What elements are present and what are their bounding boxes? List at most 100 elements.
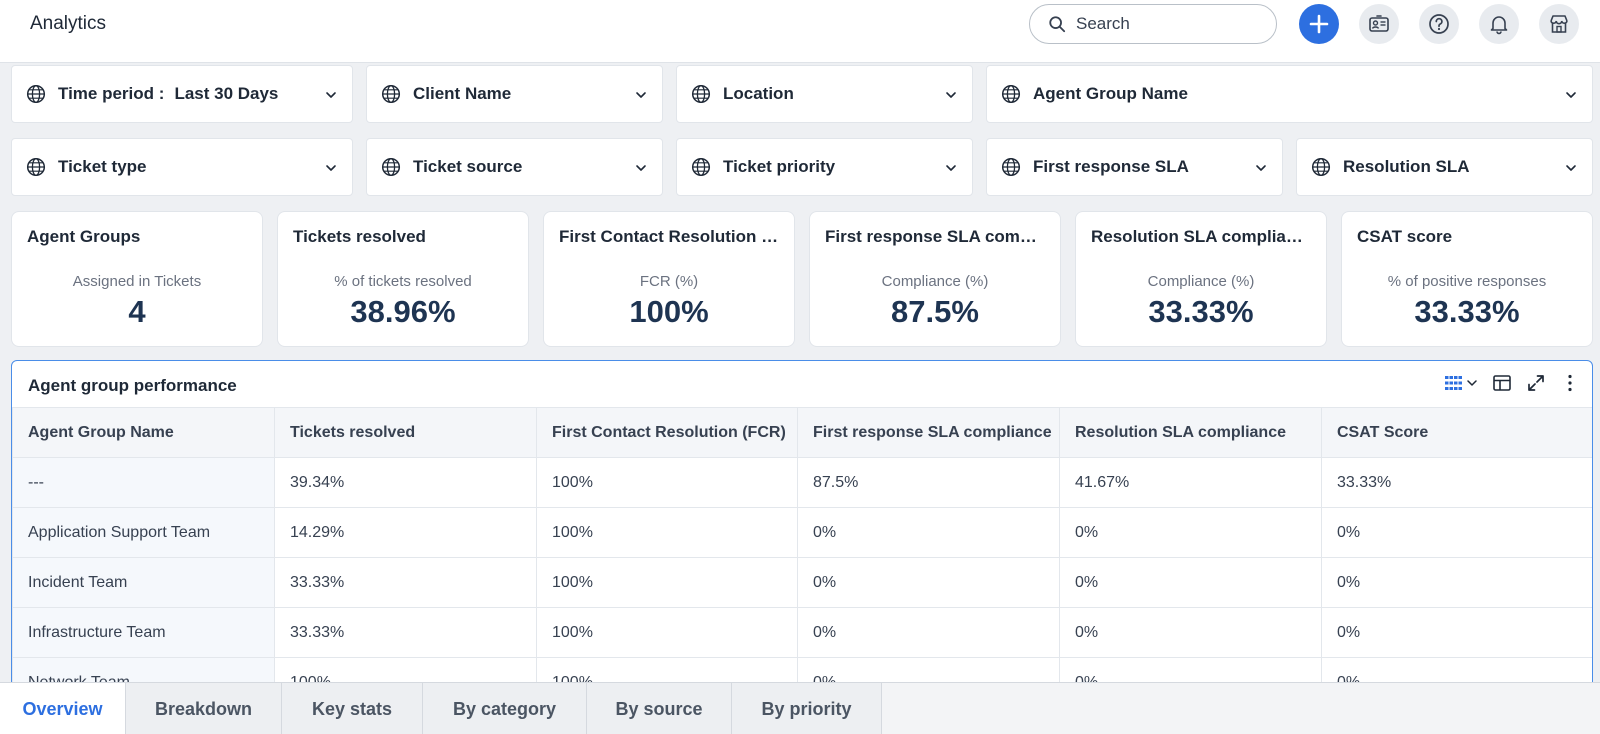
globe-icon xyxy=(691,84,711,104)
kpi-subtitle: FCR (%) xyxy=(639,273,699,290)
column-header[interactable]: CSAT Score xyxy=(1321,407,1592,458)
more-options-icon[interactable] xyxy=(1560,373,1580,393)
filter-client-name[interactable]: Client Name xyxy=(366,65,663,123)
table-cell: 0% xyxy=(1059,557,1322,608)
table-row: Incident Team 33.33% 100% 0% 0% 0% xyxy=(12,557,1592,608)
bell-icon xyxy=(1490,16,1508,35)
kpi-value: 33.33% xyxy=(1148,294,1254,329)
plus-icon xyxy=(1309,14,1329,34)
globe-icon xyxy=(26,84,46,104)
column-header[interactable]: First Contact Resolution (FCR) xyxy=(536,407,798,458)
kpi-subtitle: % of positive responses xyxy=(1387,273,1547,290)
filter-ticket-type[interactable]: Ticket type xyxy=(11,138,353,196)
tab-key-stats[interactable]: Key stats xyxy=(282,683,423,734)
panel-title: Agent group performance xyxy=(28,376,237,395)
kpi-first-contact-resolution: First Contact Resolution (FCR) FCR (%) 1… xyxy=(543,211,795,347)
search-placeholder: Search xyxy=(1076,14,1130,33)
bottom-tab-bar: Overview Breakdown Key stats By category… xyxy=(0,682,1600,734)
tab-by-priority[interactable]: By priority xyxy=(732,683,882,734)
kpi-title: First response SLA compliance xyxy=(825,227,1047,246)
id-card-button[interactable] xyxy=(1359,4,1399,44)
kpi-value: 33.33% xyxy=(1414,294,1520,329)
search-input[interactable]: Search xyxy=(1029,4,1277,44)
chevron-down-icon xyxy=(1467,380,1477,386)
help-button[interactable] xyxy=(1419,4,1459,44)
tab-breakdown[interactable]: Breakdown xyxy=(126,683,282,734)
table-cell: 41.67% xyxy=(1059,457,1322,508)
kpi-value: 4 xyxy=(128,294,146,329)
chevron-down-icon xyxy=(946,92,956,98)
filter-label: Ticket type xyxy=(58,157,147,176)
globe-icon xyxy=(1311,157,1331,177)
table-cell: 0% xyxy=(1059,507,1322,558)
kpi-title: Tickets resolved xyxy=(293,227,426,246)
table-cell: 0% xyxy=(797,507,1060,558)
table-header-row: Agent Group Name Tickets resolved First … xyxy=(12,407,1592,458)
filter-location[interactable]: Location xyxy=(676,65,973,123)
filter-ticket-source[interactable]: Ticket source xyxy=(366,138,663,196)
filter-resolution-sla[interactable]: Resolution SLA xyxy=(1296,138,1593,196)
kpi-subtitle: % of tickets resolved xyxy=(334,273,472,290)
table-cell: 0% xyxy=(797,557,1060,608)
create-button[interactable] xyxy=(1299,4,1339,44)
chevron-down-icon xyxy=(1256,165,1266,171)
column-header[interactable]: Tickets resolved xyxy=(274,407,537,458)
table-cell: 0% xyxy=(1321,507,1592,558)
table-cell: 100% xyxy=(536,557,798,608)
kpi-value: 38.96% xyxy=(350,294,456,329)
column-header[interactable]: Agent Group Name xyxy=(12,407,275,458)
filter-label: Ticket source xyxy=(413,157,523,176)
filter-label: Time period : xyxy=(58,84,165,103)
id-card-icon xyxy=(1369,15,1389,32)
table-cell: Application Support Team xyxy=(12,507,275,558)
globe-icon xyxy=(1001,84,1021,104)
filter-first-response-sla[interactable]: First response SLA xyxy=(986,138,1283,196)
kpi-tickets-resolved: Tickets resolved % of tickets resolved 3… xyxy=(277,211,529,347)
expand-icon[interactable] xyxy=(1526,373,1546,393)
table-cell: 0% xyxy=(1321,607,1592,658)
table-cell: 14.29% xyxy=(274,507,537,558)
table-row: Application Support Team 14.29% 100% 0% … xyxy=(12,507,1592,558)
kpi-agent-groups: Agent Groups Assigned in Tickets 4 xyxy=(11,211,263,347)
filter-label: Client Name xyxy=(413,84,512,103)
table-cell: Infrastructure Team xyxy=(12,607,275,658)
view-selector[interactable] xyxy=(1444,373,1478,393)
notifications-button[interactable] xyxy=(1479,4,1519,44)
table-cell: 0% xyxy=(1321,557,1592,608)
filter-ticket-priority[interactable]: Ticket priority xyxy=(676,138,973,196)
table-cell: 87.5% xyxy=(797,457,1060,508)
tab-by-source[interactable]: By source xyxy=(587,683,732,734)
table-cell: 33.33% xyxy=(1321,457,1592,508)
tab-overview[interactable]: Overview xyxy=(0,683,126,734)
table-cell: 100% xyxy=(536,607,798,658)
page-title: Analytics xyxy=(30,13,107,34)
kpi-resolution-sla: Resolution SLA compliance Compliance (%)… xyxy=(1075,211,1327,347)
tab-by-category[interactable]: By category xyxy=(423,683,587,734)
top-header: Analytics Search xyxy=(0,0,1600,63)
chevron-down-icon xyxy=(636,92,646,98)
store-icon xyxy=(1550,15,1568,33)
kpi-value: 100% xyxy=(629,294,709,329)
kpi-first-response-sla: First response SLA compliance Compliance… xyxy=(809,211,1061,347)
column-header[interactable]: First response SLA compliance xyxy=(797,407,1060,458)
kpi-subtitle: Compliance (%) xyxy=(1147,273,1255,290)
filter-label: Location xyxy=(723,84,794,103)
globe-icon xyxy=(381,157,401,177)
store-button[interactable] xyxy=(1539,4,1579,44)
filter-label: First response SLA xyxy=(1033,157,1189,176)
table-cell: 33.33% xyxy=(274,607,537,658)
table-layout-icon[interactable] xyxy=(1492,373,1512,393)
table-cell: --- xyxy=(12,457,275,508)
filter-agent-group-name[interactable]: Agent Group Name xyxy=(986,65,1593,123)
column-header[interactable]: Resolution SLA compliance xyxy=(1059,407,1322,458)
kpi-title: Agent Groups xyxy=(27,227,141,246)
globe-icon xyxy=(26,157,46,177)
table-cell: 100% xyxy=(536,457,798,508)
globe-icon xyxy=(691,157,711,177)
table-cell: 0% xyxy=(797,607,1060,658)
table-cell: 100% xyxy=(536,507,798,558)
filter-label: Ticket priority xyxy=(723,157,836,176)
chevron-down-icon xyxy=(1566,92,1576,98)
filter-time-period[interactable]: Time period : Last 30 Days xyxy=(11,65,353,123)
chevron-down-icon xyxy=(326,165,336,171)
